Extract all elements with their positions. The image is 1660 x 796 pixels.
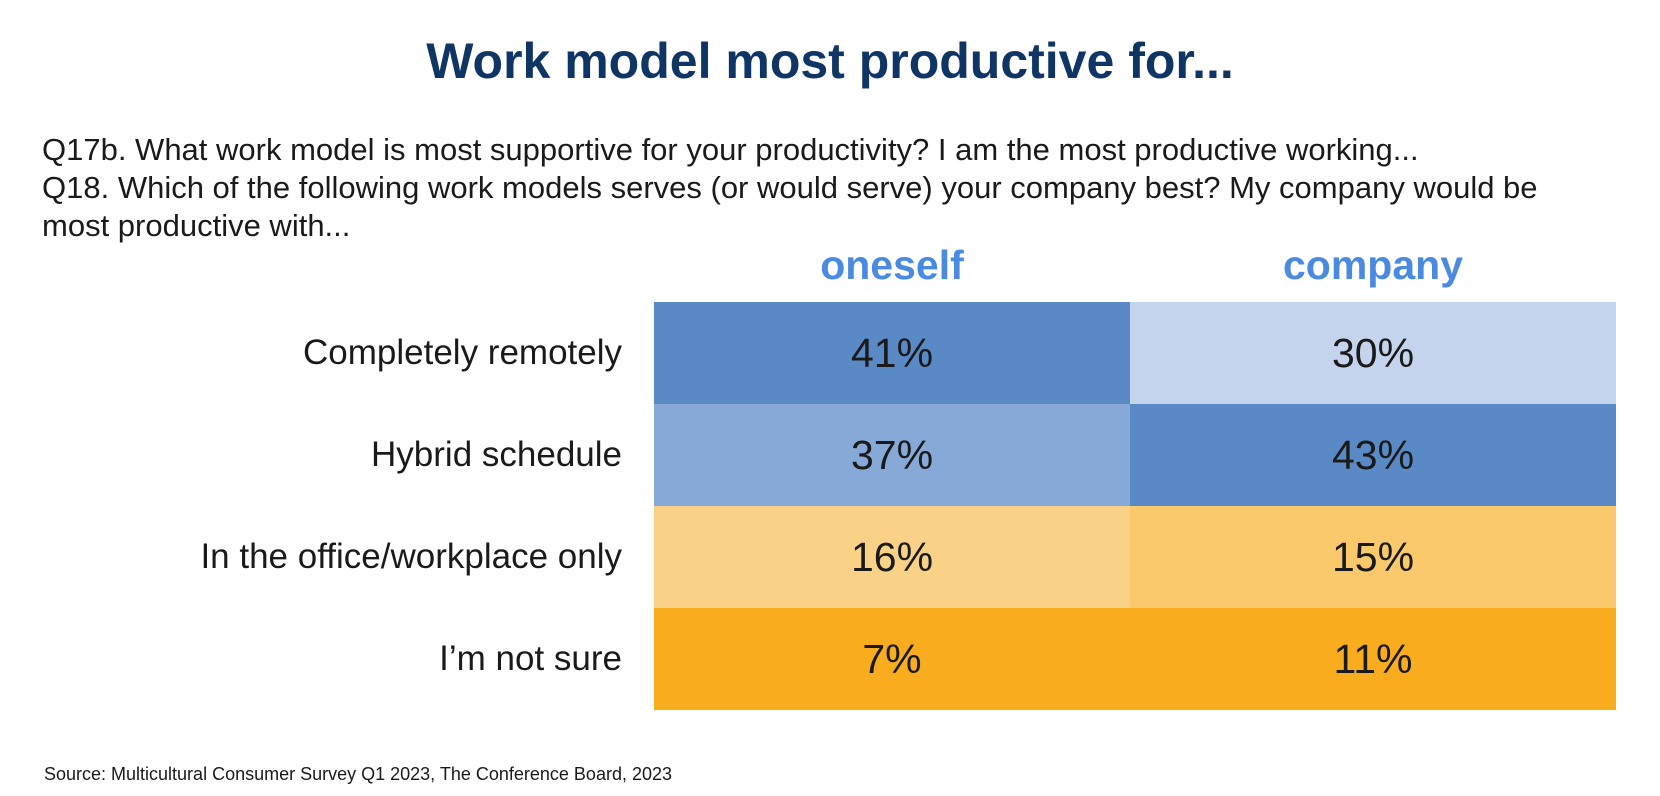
cell-oneself: 37% (654, 404, 1130, 506)
column-header-oneself: oneself (820, 242, 964, 288)
cell-company: 11% (1130, 608, 1616, 710)
row-label: I’m not sure (439, 639, 622, 678)
cell-oneself: 7% (654, 608, 1130, 710)
cell-company: 30% (1130, 302, 1616, 404)
cell-oneself: 41% (654, 302, 1130, 404)
source-note: Source: Multicultural Consumer Survey Q1… (44, 764, 673, 784)
cell-oneself: 16% (654, 506, 1130, 608)
question-q18: Q18. Which of the following work models … (42, 170, 1538, 243)
question-text: Q17b. What work model is most supportive… (42, 131, 1562, 245)
cell-company: 43% (1130, 404, 1616, 506)
cell-company: 15% (1130, 506, 1616, 608)
column-header-company: company (1283, 242, 1463, 288)
question-q17b: Q17b. What work model is most supportive… (42, 132, 1419, 167)
row-label: Hybrid schedule (371, 435, 622, 474)
row-label: In the office/workplace only (200, 537, 622, 576)
page-title: Work model most productive for... (426, 33, 1234, 89)
row-label: Completely remotely (303, 333, 622, 372)
